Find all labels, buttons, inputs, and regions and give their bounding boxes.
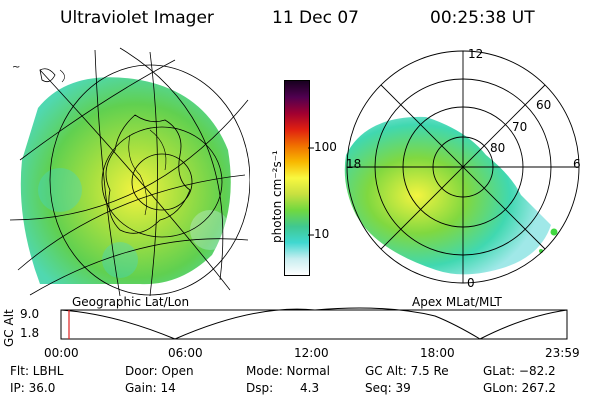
- time-tick-1200: 12:00: [294, 346, 329, 360]
- time-tick-1800: 18:00: [420, 346, 455, 360]
- info-glat: GLat: −82.2: [483, 364, 556, 378]
- instrument-title: Ultraviolet Imager: [60, 8, 214, 28]
- colorbar-unit-label: photon cm⁻²s⁻¹: [270, 150, 284, 243]
- info-gc-alt: GC Alt: 7.5 Re: [365, 364, 449, 378]
- apex-polar-panel: [344, 50, 580, 284]
- info-glon: GLon: 267.2: [483, 381, 556, 395]
- auroral-oval-emission: [344, 116, 551, 275]
- altitude-tick-high: 9.0: [20, 307, 40, 321]
- apex-panel-label: Apex MLat/MLT: [412, 295, 502, 309]
- mlat-label-80: 80: [490, 141, 506, 155]
- observation-time: 00:25:38 UT: [430, 8, 535, 28]
- geo-grid: [9, 47, 250, 296]
- geographic-image-panel: ~: [9, 47, 250, 296]
- mlat-label-70: 70: [512, 120, 528, 134]
- time-tick-0600: 06:00: [168, 346, 203, 360]
- mlt-label-6: 6: [573, 157, 581, 171]
- info-gain: Gain: 14: [125, 381, 176, 395]
- altitude-tick-low: 1.8: [20, 326, 40, 340]
- altitude-axis-label: GC Alt: [2, 309, 16, 347]
- svg-text:~: ~: [12, 62, 20, 73]
- mlt-label-12: 12: [468, 47, 484, 61]
- time-tick-0000: 00:00: [44, 346, 79, 360]
- colorbar: [284, 80, 310, 276]
- info-ip: IP: 36.0: [10, 381, 56, 395]
- info-dsp-value: 4.3: [300, 381, 320, 395]
- mlt-spokes: [347, 51, 579, 283]
- info-mode: Mode: Normal: [246, 364, 330, 378]
- mlt-label-0: 0: [467, 276, 475, 290]
- mlat-label-60: 60: [536, 98, 552, 112]
- altitude-curve: [60, 307, 568, 340]
- info-filter: Flt: LBHL: [10, 364, 64, 378]
- colorbar-ticks: [308, 147, 314, 236]
- mlt-label-18: 18: [346, 157, 362, 171]
- altitude-plot: [60, 307, 568, 340]
- time-tick-2359: 23:59: [545, 346, 580, 360]
- info-dsp-label: Dsp:: [246, 381, 274, 395]
- colorbar-tick-100: 100: [314, 140, 337, 154]
- colorbar-tick-10: 10: [314, 227, 330, 241]
- geographic-panel-label: Geographic Lat/Lon: [72, 295, 190, 309]
- info-seq: Seq: 39: [365, 381, 411, 395]
- info-door: Door: Open: [125, 364, 194, 378]
- observation-date: 11 Dec 07: [272, 8, 359, 28]
